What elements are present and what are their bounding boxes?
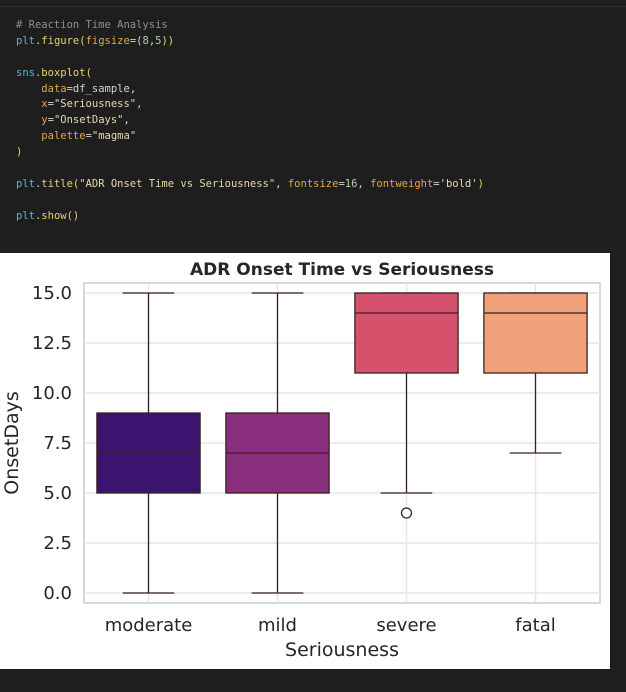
code-line: ) <box>16 145 484 161</box>
code-token: plt <box>16 177 35 190</box>
x-axis-label: Seriousness <box>285 639 399 661</box>
code-token: , <box>123 114 130 127</box>
y-axis-label: OnsetDays <box>1 391 23 494</box>
x-tick-label: severe <box>376 615 436 636</box>
code-token: 'bold' <box>439 177 478 190</box>
code-token: x <box>41 98 48 111</box>
code-token: "ADR Onset Time vs Seriousness" <box>79 177 276 190</box>
code-token: data <box>41 82 67 95</box>
code-token <box>16 83 41 95</box>
boxplot-chart: 0.0 2.5 5.0 7.5 10.0 12.5 15.0 moderate mild sev… <box>1 260 601 661</box>
code-editor[interactable]: # Reaction Time Analysis plt.figure(figsi… <box>16 18 484 225</box>
code-line: # Reaction Time Analysis <box>16 18 484 34</box>
x-tick-label: moderate <box>105 615 193 636</box>
code-token: ) <box>16 146 23 159</box>
code-token: # Reaction Time Analysis <box>16 19 168 31</box>
code-token: palette <box>41 130 86 143</box>
code-token: plt <box>16 209 35 222</box>
code-token: figsize <box>85 34 130 47</box>
code-line: x="Seriousness", <box>16 97 484 113</box>
code-token: fontweight <box>370 177 434 190</box>
code-token: = <box>433 177 440 190</box>
code-token <box>16 98 41 110</box>
y-tick-label: 5.0 <box>43 483 72 504</box>
code-line <box>16 161 484 177</box>
y-tick-label: 0.0 <box>43 583 72 604</box>
code-line <box>16 50 484 66</box>
box-body <box>354 292 459 374</box>
code-line: palette="magma" <box>16 129 484 145</box>
code-token: y <box>41 114 48 127</box>
code-token: = <box>66 82 73 95</box>
code-token: "magma" <box>91 130 137 143</box>
top-divider <box>0 6 626 7</box>
code-token: ( <box>79 34 86 47</box>
code-line: plt.title("ADR Onset Time vs Seriousness… <box>16 177 484 193</box>
code-token: "OnsetDays" <box>53 114 124 127</box>
code-token: , <box>136 98 143 111</box>
code-token: ( <box>72 177 80 190</box>
y-tick-label: 2.5 <box>43 533 72 554</box>
code-token: )) <box>161 34 175 47</box>
box-fatal <box>483 292 588 454</box>
code-token: 16 <box>344 177 358 190</box>
code-token: 5 <box>155 34 162 47</box>
code-token <box>16 130 41 142</box>
code-token: . <box>34 209 42 222</box>
code-token: ( <box>85 66 92 79</box>
code-line: data=df_sample, <box>16 82 484 98</box>
code-token: figure <box>41 34 80 47</box>
code-token: title <box>41 177 73 190</box>
code-token: boxplot <box>41 66 86 79</box>
code-token <box>16 114 41 126</box>
code-token: df_sample <box>72 82 130 95</box>
boxplot-figure: 0.0 2.5 5.0 7.5 10.0 12.5 15.0 moderate mild sev… <box>0 253 610 669</box>
code-token: ) <box>477 177 484 190</box>
code-token: "Seriousness" <box>53 98 137 111</box>
box-body <box>483 292 588 374</box>
code-token: () <box>66 209 80 222</box>
code-token: , <box>357 177 371 190</box>
code-token: =( <box>129 34 143 47</box>
boxes <box>96 292 588 594</box>
code-token: = <box>47 114 54 127</box>
code-line: plt.show() <box>16 209 484 225</box>
code-token: . <box>34 66 42 79</box>
code-token: = <box>338 177 345 190</box>
box-severe <box>354 292 459 519</box>
code-token: . <box>34 177 42 190</box>
code-line <box>16 193 484 209</box>
code-line: plt.figure(figsize=(8,5)) <box>16 34 484 50</box>
y-tick-label: 15.0 <box>32 283 72 304</box>
code-line: y="OnsetDays", <box>16 113 484 129</box>
y-tick-label: 12.5 <box>32 333 72 354</box>
code-token: , <box>275 177 288 190</box>
outlier-point <box>400 507 413 519</box>
code-token: fontsize <box>287 177 339 190</box>
code-token: , <box>129 82 137 95</box>
x-tick-label: mild <box>258 615 297 636</box>
box-moderate <box>96 292 201 594</box>
box-mild <box>225 292 330 594</box>
code-token: plt <box>16 34 35 47</box>
code-token: . <box>34 34 42 47</box>
code-cell[interactable]: # Reaction Time Analysis plt.figure(figsi… <box>0 8 626 244</box>
code-token: sns <box>16 66 35 79</box>
y-tick-labels: 0.0 2.5 5.0 7.5 10.0 12.5 15.0 <box>32 283 72 604</box>
y-tick-label: 10.0 <box>32 383 72 404</box>
code-token: , <box>148 34 156 47</box>
code-token: = <box>85 130 92 143</box>
code-token: = <box>47 98 54 111</box>
x-tick-labels: moderate mild severe fatal <box>105 615 556 636</box>
chart-title: ADR Onset Time vs Seriousness <box>190 260 494 280</box>
y-tick-label: 7.5 <box>43 433 72 454</box>
code-token: 8 <box>142 34 149 47</box>
code-token: show <box>41 209 67 222</box>
x-tick-label: fatal <box>515 615 555 636</box>
code-line: sns.boxplot( <box>16 66 484 82</box>
